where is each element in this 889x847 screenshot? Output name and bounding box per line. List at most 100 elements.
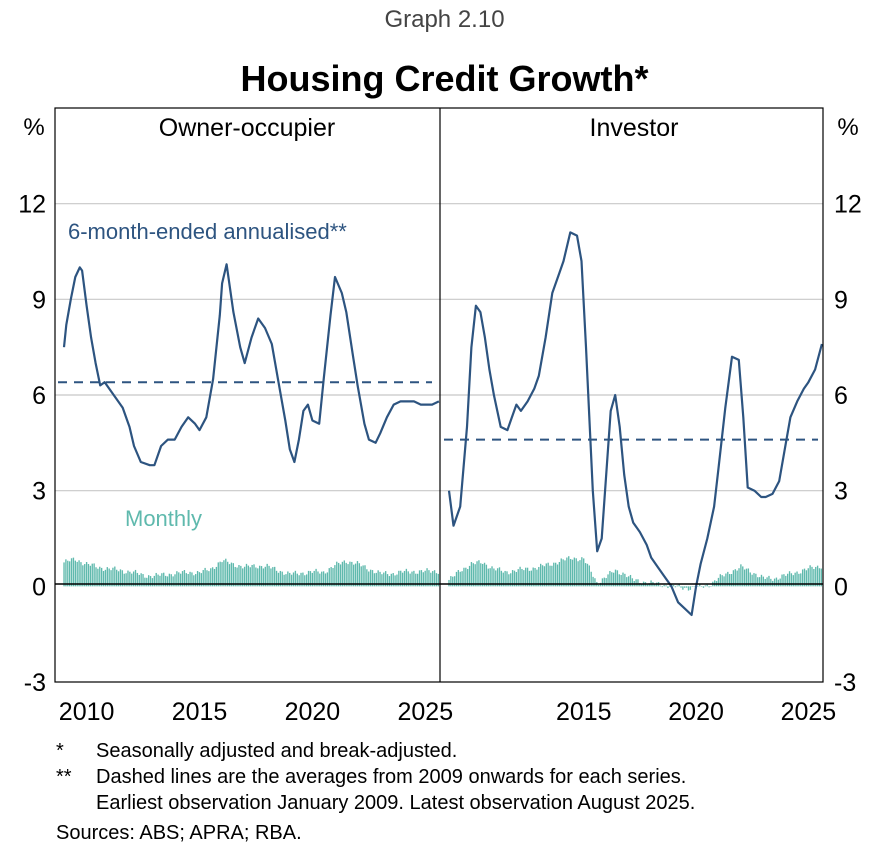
- monthly-bar: [620, 574, 622, 587]
- monthly-bar: [377, 570, 379, 587]
- monthly-bar: [433, 570, 436, 587]
- monthly-bar: [151, 578, 154, 587]
- monthly-bar: [483, 562, 486, 587]
- monthly-bar: [411, 571, 413, 587]
- graph-number: Graph 2.10: [384, 6, 505, 33]
- monthly-bar: [89, 565, 92, 587]
- monthly-bar: [751, 574, 753, 587]
- monthly-bar: [208, 571, 210, 587]
- monthly-bar: [590, 571, 592, 587]
- monthly-bar: [268, 565, 270, 587]
- monthly-bar: [97, 568, 99, 587]
- monthly-bar: [337, 562, 340, 587]
- monthly-bar: [313, 570, 315, 587]
- monthly-bar: [243, 566, 246, 587]
- monthly-bar: [573, 557, 576, 587]
- monthly-bar: [403, 570, 406, 587]
- monthly-bar: [459, 571, 461, 587]
- monthly-bar: [672, 585, 675, 587]
- monthly-bar: [164, 575, 167, 587]
- monthly-bar: [730, 574, 733, 587]
- monthly-bar: [172, 576, 174, 587]
- monthly-bar: [183, 570, 186, 587]
- monthly-bar: [396, 574, 398, 587]
- monthly-bar: [125, 573, 127, 587]
- monthly-bar: [210, 568, 212, 587]
- monthly-bar: [300, 572, 302, 587]
- monthly-bar: [121, 570, 124, 587]
- monthly-bar: [307, 570, 310, 587]
- monthly-bar: [319, 573, 321, 587]
- y-tick-label-right: 12: [834, 191, 862, 219]
- monthly-bar: [347, 564, 349, 587]
- monthly-bar: [704, 585, 707, 587]
- monthly-bar: [369, 569, 372, 587]
- monthly-bar: [528, 570, 531, 587]
- note-mark: **: [56, 766, 72, 788]
- monthly-bar: [481, 563, 484, 587]
- monthly-bar: [777, 579, 779, 587]
- monthly-bar: [193, 575, 195, 587]
- monthly-bar: [170, 574, 172, 587]
- monthly-bar: [465, 567, 467, 587]
- monthly-bar: [221, 562, 223, 587]
- monthly-bar: [106, 567, 108, 587]
- monthly-bar: [437, 573, 440, 587]
- monthly-bar: [262, 568, 265, 587]
- monthly-bar: [783, 574, 785, 587]
- monthly-bar: [543, 566, 546, 587]
- monthly-bar: [341, 561, 344, 587]
- monthly-bar: [545, 563, 547, 587]
- monthly-bar: [719, 574, 721, 587]
- gridlines: [55, 203, 823, 492]
- monthly-bar: [603, 577, 605, 587]
- monthly-bar: [68, 561, 71, 587]
- x-tick-label: 2015: [556, 698, 612, 726]
- monthly-bar: [790, 573, 793, 587]
- monthly-bar: [266, 563, 268, 587]
- monthly-bar: [213, 568, 216, 587]
- monthly-bar: [93, 563, 95, 587]
- monthly-bar: [379, 571, 381, 587]
- monthly-bar: [594, 578, 596, 587]
- monthly-bar: [339, 564, 342, 587]
- monthly-bar: [236, 567, 238, 587]
- monthly-bar: [204, 567, 206, 587]
- monthly-bar: [551, 565, 553, 587]
- monthly-bar: [174, 574, 176, 587]
- x-tick-label: 2025: [398, 698, 454, 726]
- monthly-bar: [813, 569, 815, 587]
- monthly-bar: [530, 570, 532, 587]
- monthly-bar: [728, 574, 731, 587]
- monthly-bar: [798, 573, 800, 587]
- monthly-bar: [296, 573, 298, 587]
- monthly-bar: [435, 573, 438, 587]
- monthly-bar: [659, 585, 662, 587]
- monthly-bar: [247, 565, 250, 587]
- monthly-bar: [734, 569, 736, 587]
- monthly-bar: [149, 576, 152, 587]
- y-tick-label-left: 6: [32, 382, 46, 410]
- monthly-bar: [796, 571, 798, 587]
- monthly-bar: [571, 559, 574, 587]
- monthly-bar: [426, 568, 428, 587]
- monthly-bar: [786, 573, 789, 587]
- monthly-bar: [624, 573, 626, 587]
- monthly-bar: [641, 584, 643, 587]
- monthly-bar: [687, 586, 690, 591]
- monthly-bar: [119, 569, 122, 587]
- monthly-bar: [498, 567, 501, 587]
- monthly-bar: [743, 569, 746, 587]
- monthly-bar: [251, 564, 253, 587]
- monthly-bar: [424, 570, 426, 587]
- monthly-bar: [230, 562, 233, 587]
- monthly-bar: [386, 574, 389, 587]
- monthly-bar: [392, 573, 394, 587]
- monthly-bar: [785, 575, 787, 587]
- monthly-bar: [691, 586, 693, 587]
- monthly-bar: [627, 576, 630, 587]
- monthly-bar: [523, 570, 525, 587]
- monthly-bar: [592, 576, 594, 587]
- monthly-bar: [584, 563, 587, 587]
- monthly-bar: [510, 573, 512, 587]
